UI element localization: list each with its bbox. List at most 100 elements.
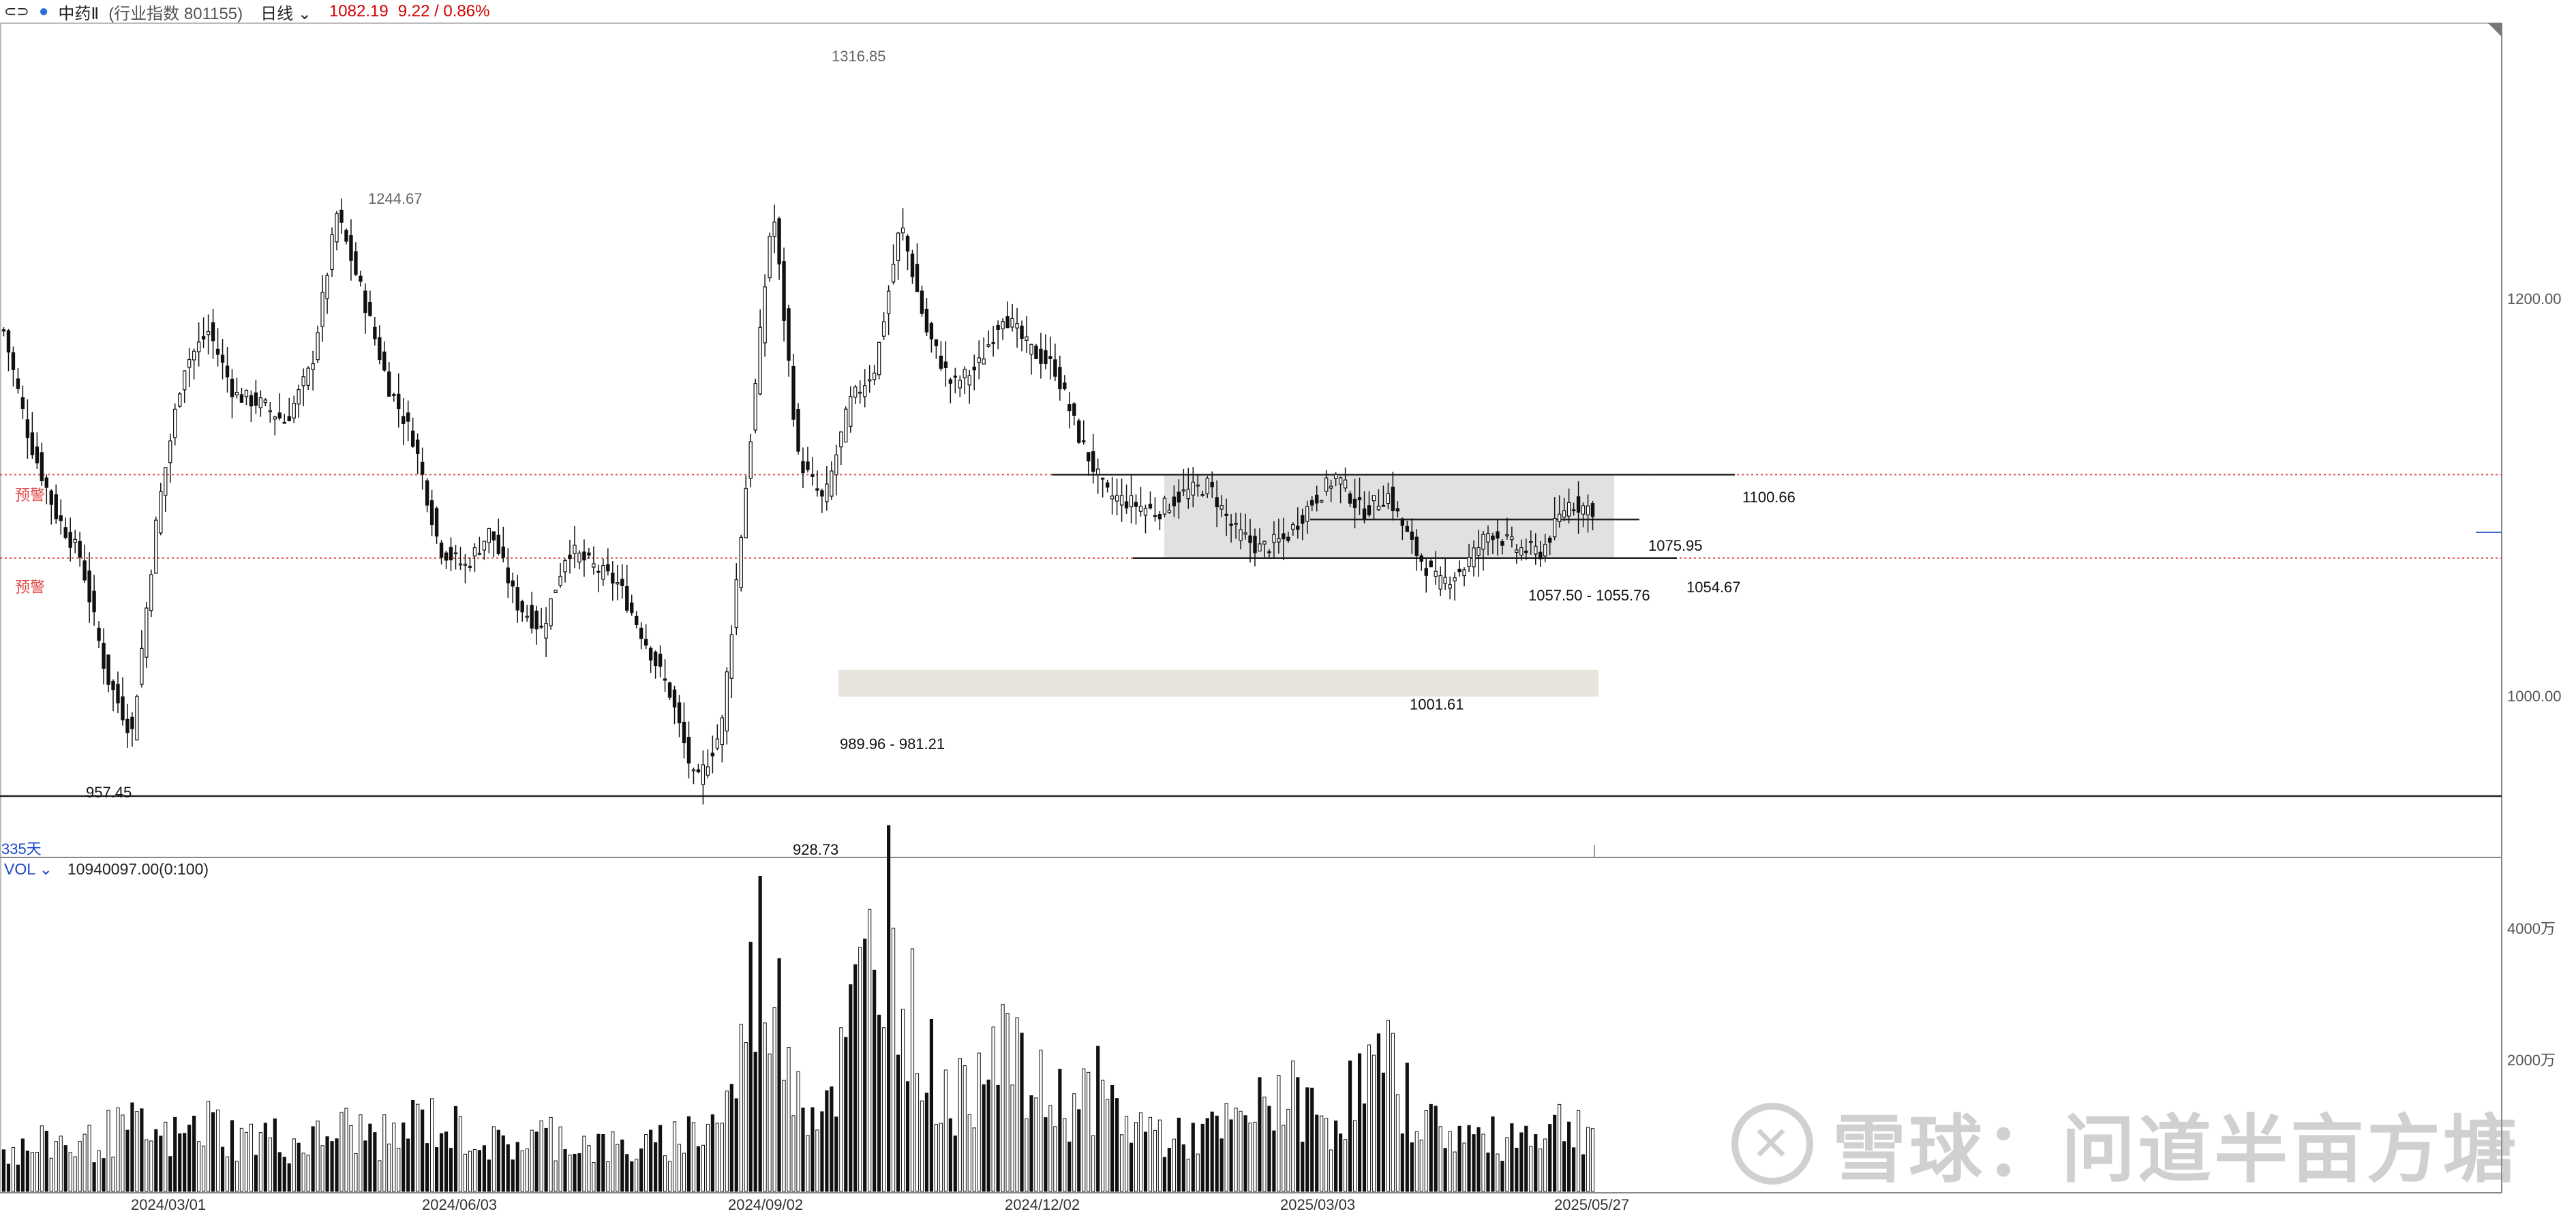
volume-bar [1472,1134,1476,1192]
candle-body [330,234,334,271]
volume-bar [135,1111,139,1192]
candle-body [449,547,453,561]
volume-bar [696,1146,701,1192]
volume-bar [1234,1108,1238,1192]
candle-body [149,574,153,611]
candle-body [282,421,286,424]
candle-body [387,371,391,397]
volume-bar [297,1142,301,1192]
volume-bar [972,1127,976,1192]
candle-body [587,552,591,555]
candle-body [335,213,339,243]
candle-body [772,222,776,237]
candle-body [611,573,615,584]
volume-bar [468,1151,472,1192]
candle-body [1457,568,1461,573]
volume-bar [601,1133,605,1192]
period-selector[interactable]: 日线 ⌄ [260,0,312,24]
volume-bar [720,1123,724,1192]
candle-body [753,383,757,431]
volume-bar [943,1069,948,1192]
volume-bar [130,1102,134,1192]
candle-body [215,348,220,355]
candle-body [815,488,819,491]
period-label: 日线 [260,4,294,23]
volume-bar [97,1150,101,1192]
candle-body [1082,440,1086,442]
volume-bar [877,1014,881,1192]
volume-label: VOL [4,860,35,878]
candle-body [178,393,182,407]
candle-body [710,752,715,757]
volume-bar [1481,1133,1485,1192]
candle-body [563,560,567,573]
candle-body [311,363,315,370]
candle-body [1329,485,1333,489]
volume-bar [663,1155,667,1192]
candle-body [787,308,791,361]
volume-bar [1381,1072,1386,1192]
volume-bar [1072,1093,1076,1192]
volume-bar [430,1098,434,1192]
candle-body [863,385,867,397]
volume-bar [292,1138,296,1192]
candle-body [1186,489,1190,500]
candle-body [415,439,420,455]
volume-bar [401,1122,406,1192]
candle-body [63,527,67,538]
candle-body [1044,350,1048,364]
volume-bar [1476,1127,1481,1192]
volume-bar [373,1132,377,1192]
volume-bar [187,1125,192,1192]
volume-bar [501,1135,505,1192]
candle-body [49,490,53,505]
volume-bar [639,1148,643,1192]
volume-bar [1262,1096,1267,1192]
candle-body [287,416,291,421]
volume-bar [268,1137,272,1192]
volume-bar [1344,1139,1348,1192]
volume-bar [211,1112,215,1192]
candle-body [420,461,425,475]
xueqiu-logo-icon: ✕ [1731,1103,1813,1185]
link-icon[interactable]: ⊂⊃ [4,3,29,20]
candle-body [1267,551,1271,553]
candle-body [663,678,667,681]
volume-bar [287,1163,291,1192]
candle-body [1134,502,1138,507]
candle-body [1296,526,1300,530]
candle-body [54,494,58,519]
candle-body [1376,506,1381,511]
volume-bar [1286,1108,1290,1192]
candle-body [277,412,282,418]
volume-bar [102,1158,106,1192]
candle-body [1372,495,1376,502]
candle-body [554,590,558,593]
candle-body [1590,503,1595,517]
volume-bar [1119,1134,1124,1192]
candle-body [1305,506,1309,522]
candle-body [339,209,344,223]
candle-body [825,483,829,502]
volume-bar [463,1153,468,1192]
volume-bar [159,1136,163,1192]
candle-body [354,251,358,275]
volume-bar [1243,1115,1247,1192]
candle-body [1429,560,1433,568]
candle-body [1053,359,1057,377]
volume-indicator-selector[interactable]: VOL ⌄ [4,860,52,879]
volume-bar [958,1058,962,1192]
volume-bar [654,1142,658,1192]
volume-bar [967,1114,971,1192]
volume-bar [1034,1097,1038,1192]
volume-bar [125,1129,130,1192]
volume-bar [1524,1125,1528,1192]
volume-bar [963,1065,967,1192]
volume-bar [1253,1121,1257,1192]
label-high-left: 1244.67 [368,190,423,207]
volume-bar [891,928,896,1192]
volume-bar [587,1145,591,1192]
volume-bar [1129,1142,1134,1192]
volume-series [1,825,1595,1192]
